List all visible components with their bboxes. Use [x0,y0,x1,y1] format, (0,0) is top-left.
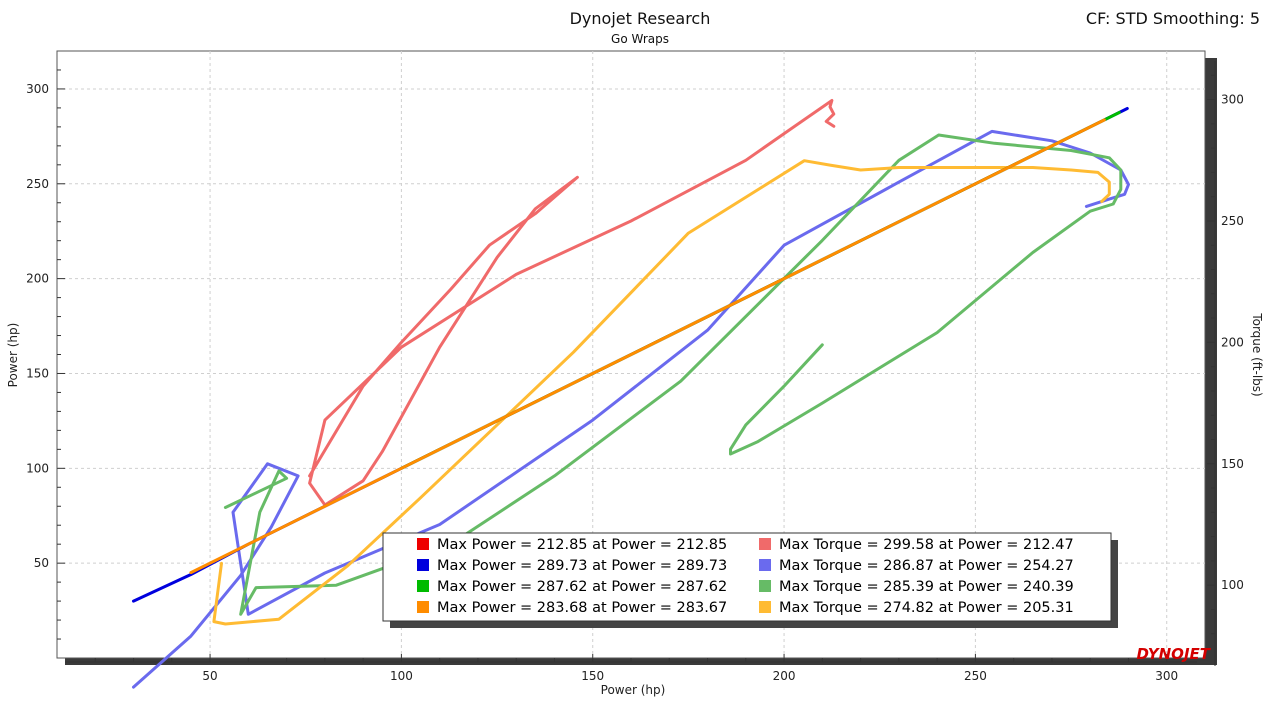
y-right-tick-label: 100 [1221,578,1244,592]
y-left-tick-label: 100 [26,461,49,475]
series-line-6 [223,133,1123,616]
x-axis: 50 100 150 200 250 300 [65,654,1197,683]
legend-power-label: Max Power = 287.62 at Power = 287.62 [437,579,727,595]
legend-torque-swatch [759,559,771,571]
y-left-tick-label: 300 [26,82,49,96]
legend: Max Power = 212.85 at Power = 212.85 Max … [382,532,1118,628]
y-left-tick-label: 200 [26,272,49,286]
series-layer [132,99,1130,689]
y-right-tick-label: 150 [1221,457,1244,471]
y-right-tick-label: 300 [1221,93,1244,107]
correction-factor-label: CF: STD Smoothing: 5 [1086,9,1260,28]
left-axis: 50 100 150 200 250 300 [26,69,65,640]
legend-torque-label: Max Torque = 285.39 at Power = 240.39 [779,579,1074,595]
y-axis-left-label: Power (hp) [6,323,20,388]
legend-torque-swatch [759,580,771,592]
y-left-tick-label: 150 [26,366,49,380]
x-tick-label: 100 [390,669,413,683]
legend-power-swatch [417,601,429,613]
legend-box [382,532,1112,622]
right-axis: 100 150 200 250 300 [1207,61,1244,666]
y-right-tick-label: 200 [1221,335,1244,349]
legend-torque-label: Max Torque = 286.87 at Power = 254.27 [779,558,1074,574]
legend-power-swatch [417,559,429,571]
legend-power-label: Max Power = 283.68 at Power = 283.67 [437,600,727,616]
y-right-tick-label: 250 [1221,214,1244,228]
y-left-tick-label: 50 [34,556,49,570]
legend-torque-label: Max Torque = 299.58 at Power = 212.47 [779,537,1074,553]
x-tick-label: 200 [773,669,796,683]
chart-title: Dynojet Research [570,9,711,28]
y-axis-right-label: Torque (ft-lbs) [1250,312,1264,396]
x-tick-label: 150 [581,669,604,683]
legend-torque-swatch [759,601,771,613]
x-tick-label: 50 [202,669,217,683]
series-line-7 [212,159,1111,626]
chart-subtitle: Go Wraps [611,32,669,46]
legend-power-label: Max Power = 289.73 at Power = 289.73 [437,558,727,574]
x-tick-label: 300 [1155,669,1178,683]
y-left-tick-label: 250 [26,177,49,191]
dynojet-logo: DYNOJET [1136,645,1211,663]
legend-torque-swatch [759,538,771,550]
series-line-3 [189,118,1106,575]
x-axis-label: Power (hp) [601,683,666,697]
series-line-5 [132,129,1130,689]
legend-power-swatch [417,538,429,550]
legend-power-swatch [417,580,429,592]
legend-power-label: Max Power = 212.85 at Power = 212.85 [437,537,727,553]
x-tick-label: 250 [964,669,987,683]
legend-torque-label: Max Torque = 274.82 at Power = 205.31 [779,600,1074,616]
